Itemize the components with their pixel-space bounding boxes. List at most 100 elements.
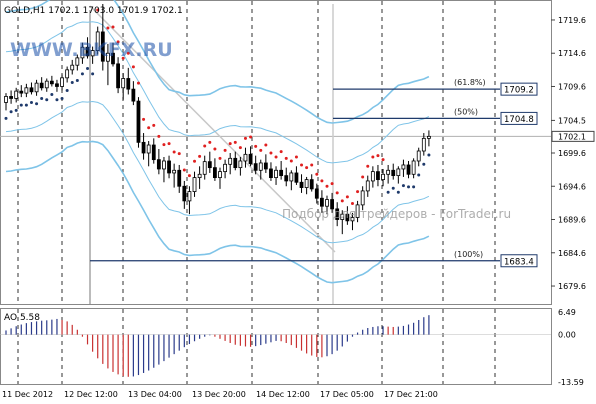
candle bbox=[330, 192, 334, 213]
sar-dot bbox=[4, 116, 8, 120]
candle bbox=[75, 54, 80, 71]
sar-dot bbox=[401, 184, 405, 188]
candle-body-bear bbox=[131, 88, 136, 102]
candle-body-bull bbox=[146, 144, 151, 154]
candle bbox=[151, 138, 156, 164]
sar-dot bbox=[86, 67, 90, 71]
candle bbox=[325, 195, 329, 215]
candle-body-bear bbox=[253, 163, 258, 171]
candle bbox=[416, 147, 421, 167]
candle-body-bear bbox=[376, 171, 380, 181]
sar-dot bbox=[106, 26, 110, 30]
candle-body-bull bbox=[90, 50, 95, 57]
grid bbox=[0, 1, 551, 384]
candle bbox=[355, 200, 360, 223]
candle-body-bear bbox=[167, 160, 171, 174]
sar-dot bbox=[126, 51, 130, 55]
candle-body-bull bbox=[80, 46, 85, 59]
sar-dot bbox=[233, 140, 237, 144]
candle bbox=[376, 164, 380, 187]
watermark-text: Подбор для трейдеров - ForTrader.ru bbox=[282, 207, 511, 221]
candle bbox=[19, 85, 24, 98]
sar-dot bbox=[320, 179, 324, 183]
candle bbox=[187, 186, 192, 215]
candle-body-bear bbox=[335, 208, 340, 220]
candle-body-bull bbox=[65, 69, 70, 79]
sar-dot bbox=[294, 155, 298, 159]
sar-dot bbox=[208, 140, 212, 144]
sar-dot bbox=[376, 154, 380, 158]
candle-body-bear bbox=[213, 167, 217, 179]
envelope-band bbox=[5, 0, 430, 124]
candle bbox=[284, 167, 289, 187]
candle-body-bear bbox=[116, 63, 120, 89]
candle-body-bear bbox=[39, 82, 44, 89]
candle bbox=[14, 87, 19, 103]
sar-dot bbox=[259, 148, 263, 152]
candle-body-bull bbox=[355, 204, 360, 218]
candle bbox=[381, 168, 385, 187]
candle bbox=[29, 82, 34, 95]
candle-body-bear bbox=[9, 96, 13, 99]
candle-body-bull bbox=[95, 31, 100, 51]
candle-body-bear bbox=[182, 185, 187, 202]
fib-level-ratio: (50%) bbox=[454, 107, 478, 116]
sar-dot bbox=[279, 150, 283, 154]
candle bbox=[65, 66, 70, 83]
candle bbox=[370, 166, 375, 188]
candle-body-bear bbox=[263, 162, 268, 170]
sar-dot bbox=[213, 147, 217, 151]
fib-level-box bbox=[500, 82, 538, 96]
candle bbox=[253, 155, 258, 175]
candle bbox=[274, 166, 278, 185]
candle bbox=[172, 163, 177, 188]
candle bbox=[263, 154, 268, 173]
sar-dot bbox=[60, 96, 64, 100]
candle bbox=[24, 83, 29, 98]
candle-body-bull bbox=[228, 157, 233, 165]
candle bbox=[141, 133, 146, 160]
candle-body-bear bbox=[233, 157, 238, 169]
candle bbox=[156, 149, 161, 175]
candle-body-bear bbox=[85, 46, 90, 57]
sar-dot bbox=[412, 185, 416, 189]
candle-body-bull bbox=[370, 171, 375, 182]
candle-body-bear bbox=[299, 181, 304, 188]
candle-body-bull bbox=[340, 213, 345, 220]
candle bbox=[299, 174, 304, 193]
sar-dot bbox=[136, 81, 140, 85]
y-tick-label: 1679.6 bbox=[558, 282, 586, 291]
candle bbox=[421, 133, 426, 156]
candle-body-bear bbox=[177, 169, 182, 187]
candle bbox=[85, 37, 90, 59]
sar-dot bbox=[172, 150, 176, 154]
candle bbox=[304, 176, 309, 195]
candle-body-bear bbox=[269, 168, 273, 179]
candle-body-bear bbox=[391, 169, 396, 177]
candle bbox=[167, 155, 171, 179]
candle-body-bull bbox=[70, 64, 75, 71]
sar-dot bbox=[330, 182, 334, 186]
candle-body-bull bbox=[325, 199, 329, 207]
sar-dot bbox=[152, 123, 156, 127]
sar-dot bbox=[131, 65, 135, 69]
candle bbox=[70, 59, 75, 75]
candle bbox=[223, 159, 227, 179]
y-tick-label: 1704.5 bbox=[558, 116, 586, 125]
candle bbox=[294, 166, 299, 185]
candle bbox=[228, 152, 233, 175]
ao-y-tick-label: 6.49 bbox=[558, 308, 576, 317]
ao-pane bbox=[0, 308, 552, 385]
candle bbox=[116, 57, 120, 94]
candle-body-bull bbox=[162, 160, 166, 170]
candle-body-bear bbox=[309, 179, 314, 190]
candle-body-bull bbox=[34, 82, 39, 93]
sar-dot bbox=[391, 186, 395, 190]
candle-body-bull bbox=[350, 217, 355, 222]
fib-level-box bbox=[500, 254, 538, 268]
y-tick-label: 1709.6 bbox=[558, 82, 586, 91]
candle bbox=[126, 67, 131, 95]
candle bbox=[320, 190, 324, 213]
candle-body-bull bbox=[411, 160, 416, 175]
